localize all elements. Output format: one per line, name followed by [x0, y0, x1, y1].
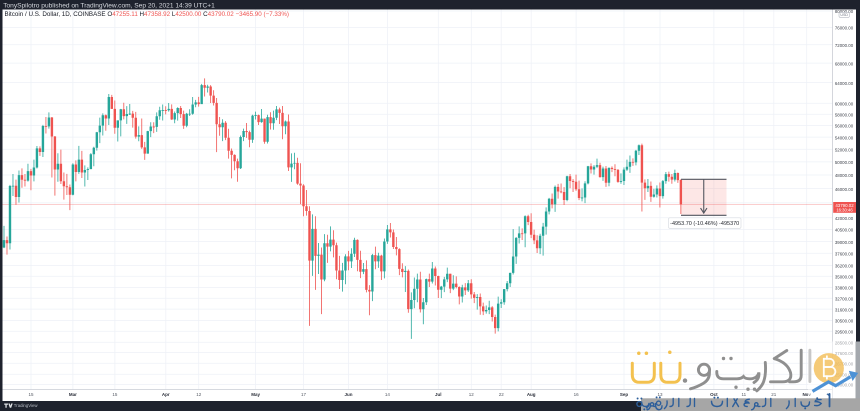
svg-text:46000.00: 46000.00	[835, 187, 854, 192]
svg-text:64000.00: 64000.00	[835, 81, 854, 86]
svg-text:Apr: Apr	[162, 392, 170, 397]
svg-text:Oct: Oct	[710, 392, 718, 397]
svg-text:Sep: Sep	[620, 392, 629, 397]
svg-text:60000.00: 60000.00	[835, 102, 854, 107]
svg-text:48000.00: 48000.00	[835, 173, 854, 178]
svg-text:17: 17	[301, 392, 307, 397]
svg-text:-4953.70 (-10.46%) -495370: -4953.70 (-10.46%) -495370	[670, 221, 739, 227]
svg-text:Nov: Nov	[802, 392, 811, 397]
svg-text:Jul: Jul	[435, 392, 442, 397]
svg-text:15: 15	[112, 392, 118, 397]
svg-text:16:30:46: 16:30:46	[836, 208, 853, 213]
svg-text:58000.00: 58000.00	[835, 112, 854, 117]
svg-text:Bitcoin / U.S. Dollar, 1D, COI: Bitcoin / U.S. Dollar, 1D, COINBASE O472…	[5, 11, 290, 18]
svg-text:12: 12	[469, 392, 475, 397]
svg-text:USD: USD	[840, 13, 848, 17]
svg-text:21: 21	[771, 392, 777, 397]
svg-text:43790.02: 43790.02	[835, 203, 854, 208]
svg-text:12: 12	[196, 392, 202, 397]
svg-text:May: May	[251, 392, 260, 397]
svg-text:37600.00: 37600.00	[835, 252, 854, 257]
svg-text:36200.00: 36200.00	[835, 264, 854, 269]
svg-text:39000.00: 39000.00	[835, 240, 854, 245]
svg-text:16: 16	[574, 392, 580, 397]
svg-text:76000.00: 76000.00	[835, 26, 854, 31]
svg-text:14: 14	[385, 392, 391, 397]
svg-text:Aug: Aug	[527, 392, 536, 397]
svg-text:31600.00: 31600.00	[835, 307, 854, 312]
svg-text:40500.00: 40500.00	[835, 228, 854, 233]
svg-text:33800.00: 33800.00	[835, 286, 854, 291]
svg-text:Jun: Jun	[344, 392, 352, 397]
svg-text:TradingView: TradingView	[14, 403, 39, 408]
svg-text:32700.00: 32700.00	[835, 296, 854, 301]
svg-text:30500.00: 30500.00	[835, 319, 854, 324]
svg-text:29500.00: 29500.00	[835, 329, 854, 334]
svg-text:13: 13	[657, 392, 663, 397]
svg-text:68000.00: 68000.00	[835, 61, 854, 66]
svg-text:35000.00: 35000.00	[835, 275, 854, 280]
svg-text:52000.00: 52000.00	[835, 148, 854, 153]
svg-text:22: 22	[499, 392, 505, 397]
svg-text:Mar: Mar	[69, 392, 77, 397]
svg-text:50000.00: 50000.00	[835, 160, 854, 165]
svg-text:54000.00: 54000.00	[835, 135, 854, 140]
svg-text:80000.00: 80000.00	[835, 9, 854, 14]
svg-text:11: 11	[741, 392, 746, 397]
svg-text:72000.00: 72000.00	[835, 43, 854, 48]
svg-text:TonySpilotro published on Trad: TonySpilotro published on TradingView.co…	[3, 2, 215, 9]
svg-text:56000.00: 56000.00	[835, 124, 854, 129]
svg-text:15: 15	[28, 392, 34, 397]
svg-text:42000.00: 42000.00	[835, 216, 854, 221]
